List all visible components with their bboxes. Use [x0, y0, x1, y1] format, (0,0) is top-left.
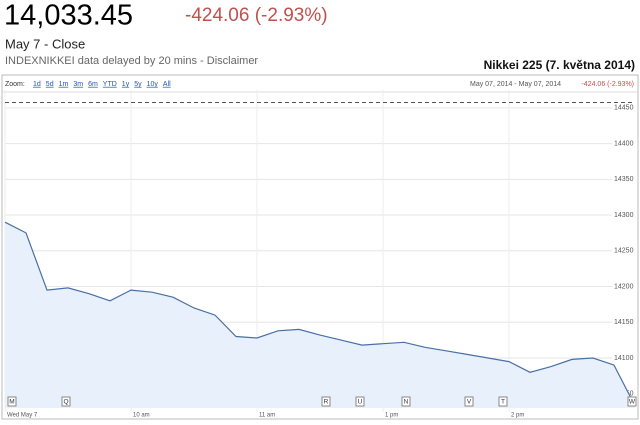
event-flag-label: R — [324, 399, 329, 406]
event-flag[interactable] — [355, 396, 365, 407]
event-flag[interactable] — [464, 396, 474, 407]
zoom-option[interactable]: 5y — [134, 81, 142, 88]
change: -424.06 (-2.93%) — [185, 5, 328, 26]
event-flag[interactable] — [498, 396, 508, 407]
price: 14,033.45 — [4, 0, 133, 32]
event-flag[interactable] — [7, 396, 17, 407]
zoom-option[interactable]: 10y — [147, 81, 159, 88]
area — [5, 222, 635, 408]
event-flag[interactable] — [321, 396, 331, 407]
event-flag-label: V — [467, 399, 472, 406]
x-tick-label: 10 am — [133, 413, 150, 419]
x-tick-label: Wed May 7 — [7, 413, 38, 419]
zoom-option[interactable]: 6m — [88, 81, 98, 88]
zoom-label: Zoom: — [5, 81, 25, 88]
event-flag-label: U — [358, 399, 363, 406]
event-flag[interactable] — [627, 396, 637, 407]
zoom-option[interactable]: All — [163, 81, 171, 88]
event-flag-label: M — [9, 399, 14, 406]
status: May 7 - Close — [5, 36, 85, 51]
y-tick-label: 14100 — [614, 355, 634, 362]
y-tick-label: 14200 — [614, 283, 634, 290]
zoom-option[interactable]: 1d — [33, 81, 41, 88]
zoom-option[interactable]: 3m — [73, 81, 83, 88]
event-flag[interactable] — [61, 396, 71, 407]
x-tick-label: 1 pm — [385, 413, 398, 419]
y-tick-label: 14400 — [614, 140, 634, 147]
x-tick-label: 2 pm — [511, 413, 524, 419]
range-change: -424.06 (-2.93%) — [581, 81, 634, 88]
event-flag-label: Q — [63, 399, 68, 406]
y-tick-label: 14250 — [614, 248, 634, 255]
y-tick-label: 14450 — [614, 105, 634, 112]
zoom-option[interactable]: 5d — [46, 81, 54, 88]
chart-frame — [1, 74, 639, 420]
zoom-option[interactable]: 1m — [59, 81, 69, 88]
event-flag-label: T — [501, 399, 505, 406]
price-line — [4, 221, 636, 407]
event-flag[interactable] — [401, 396, 411, 407]
event-flag-label: W — [629, 399, 636, 406]
zoom-option[interactable]: YTD — [103, 81, 117, 88]
y-tick-label: 14150 — [614, 319, 634, 326]
chart-title: Nikkei 225 (7. května 2014) — [484, 58, 635, 72]
y-tick-label: 14350 — [614, 176, 634, 183]
y-tick-label: 14300 — [614, 212, 634, 219]
zoom-option[interactable]: 1y — [122, 81, 130, 88]
event-flag-label: N — [404, 399, 409, 406]
delay-note: INDEXNIKKEI data delayed by 20 mins - Di… — [5, 55, 258, 67]
range-text: May 07, 2014 - May 07, 2014 — [470, 81, 561, 88]
x-tick-label: 11 am — [259, 413, 275, 419]
